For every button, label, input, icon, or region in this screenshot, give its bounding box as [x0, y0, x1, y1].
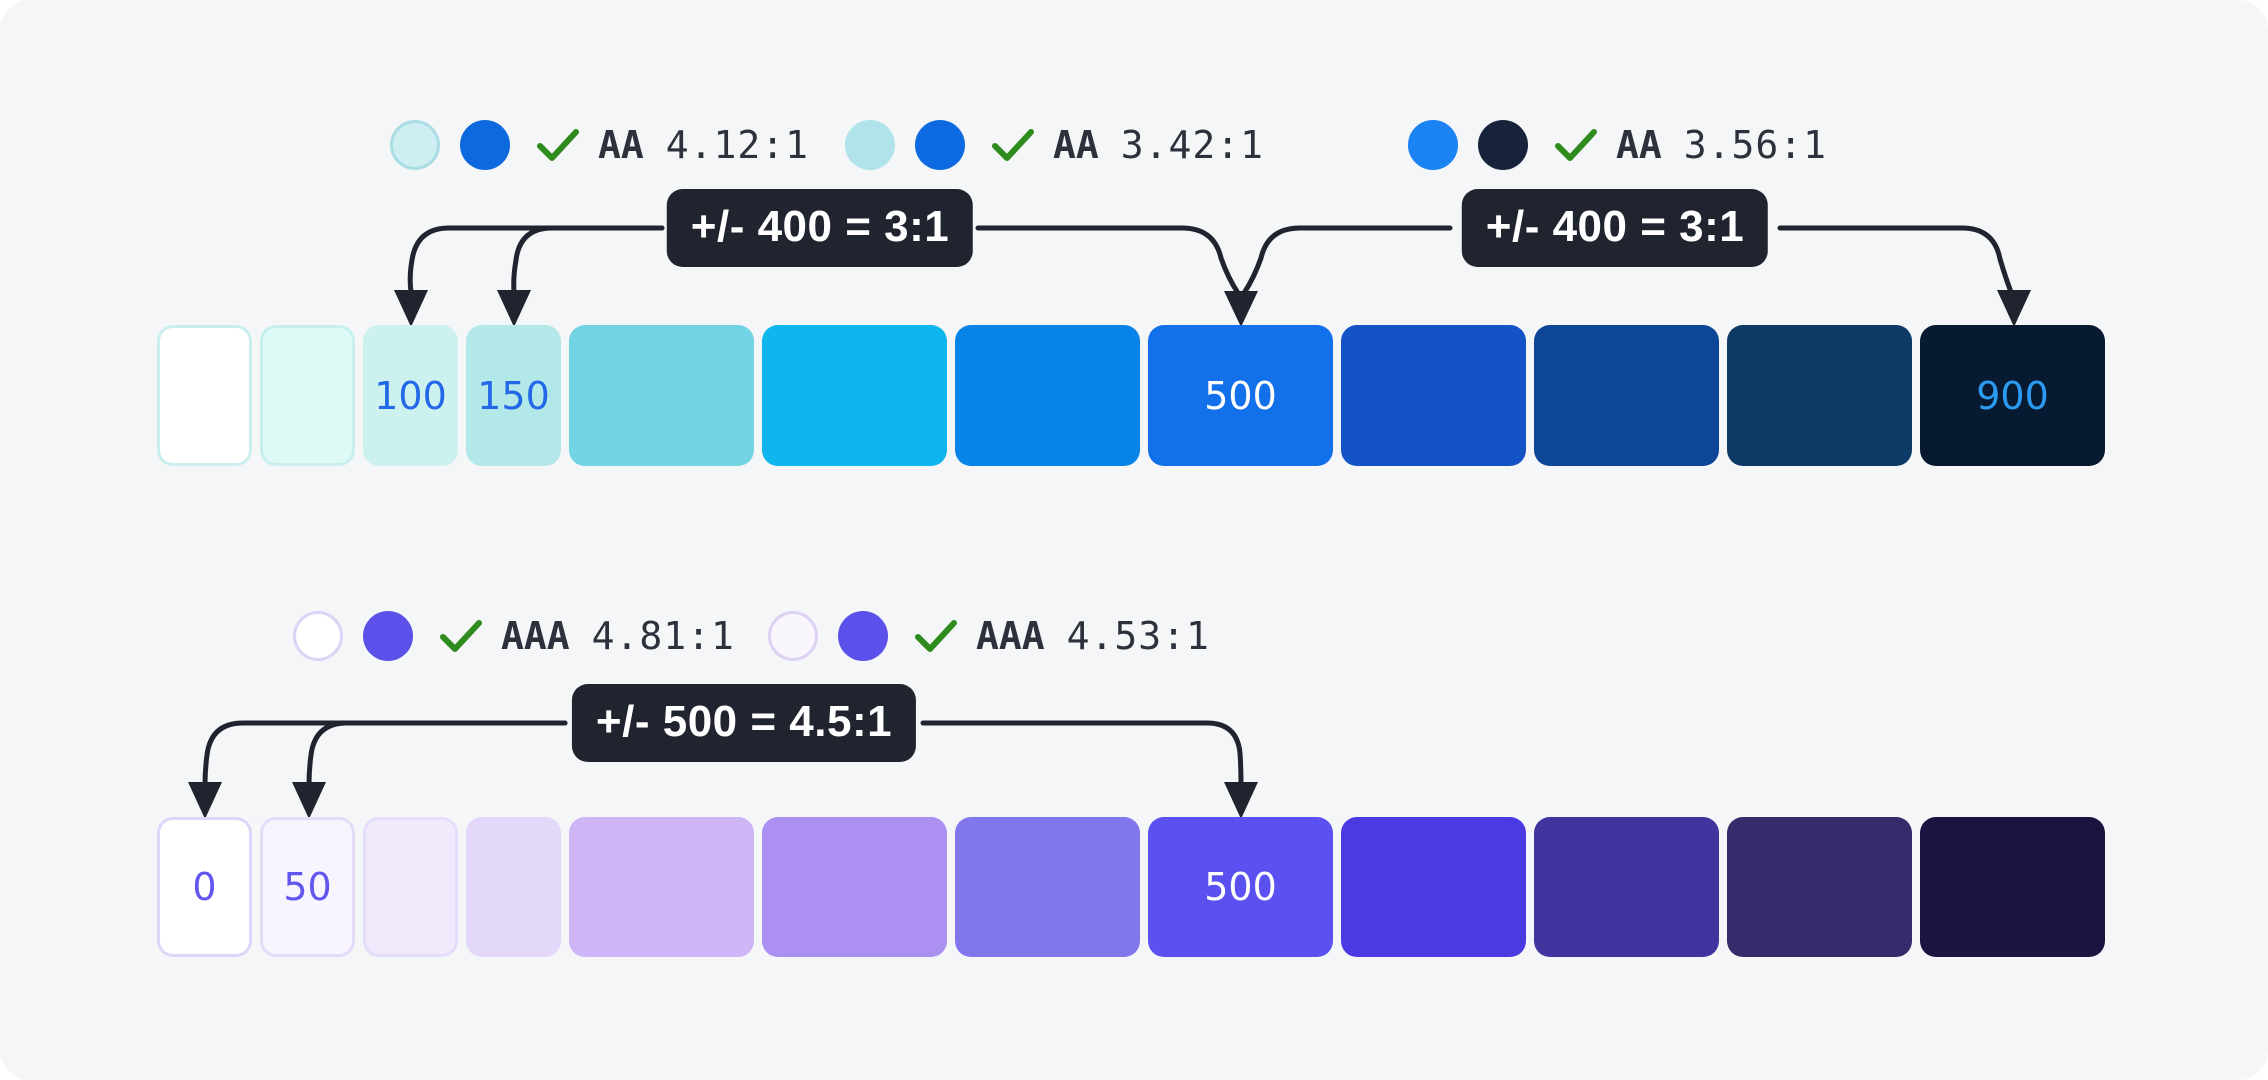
color-swatch [1534, 817, 1719, 957]
blue-color-scale-row: 100 150 500 900 [157, 325, 2105, 466]
color-swatch-500: 500 [1148, 817, 1333, 957]
color-swatch [569, 325, 754, 466]
contrast-ratio: 3.42:1 [1120, 123, 1265, 167]
swatch-label: 900 [1976, 373, 2049, 418]
color-dot-dark [1478, 120, 1528, 170]
color-swatch-150: 150 [466, 325, 561, 466]
color-swatch [1727, 325, 1912, 466]
contrast-ratio: 4.81:1 [591, 614, 735, 658]
color-swatch-900: 900 [1920, 325, 2105, 466]
color-swatch [1341, 817, 1526, 957]
color-dot-light [390, 120, 440, 170]
color-swatch [762, 817, 947, 957]
color-swatch-50: 50 [260, 817, 355, 957]
contrast-badge-blue-3: AA 3.56:1 [1408, 120, 1827, 170]
check-icon [915, 620, 957, 652]
contrast-badge-purple-2: AAA 4.53:1 [768, 611, 1210, 661]
swatch-label: 500 [1204, 865, 1277, 909]
color-dot-dark [838, 611, 888, 661]
contrast-badge-blue-1: AA 4.12:1 [390, 120, 809, 170]
color-swatch-500: 500 [1148, 325, 1333, 466]
color-swatch [363, 817, 458, 957]
color-swatch [260, 325, 355, 466]
swatch-label: 500 [1204, 373, 1277, 418]
rule-pill-purple: +/- 500 = 4.5:1 [571, 684, 917, 762]
color-swatch [1727, 817, 1912, 957]
color-dot-light [768, 611, 818, 661]
color-swatch [955, 325, 1140, 466]
color-swatch [955, 817, 1140, 957]
color-swatch [157, 325, 252, 466]
color-swatch-0: 0 [157, 817, 252, 957]
wcag-level: AA [1616, 123, 1662, 167]
color-dot-dark [363, 611, 413, 661]
color-dot-light [845, 120, 895, 170]
color-swatch [569, 817, 754, 957]
color-swatch-100: 100 [363, 325, 458, 466]
wcag-level: AA [598, 123, 644, 167]
color-swatch [1920, 817, 2105, 957]
contrast-ratio: 4.12:1 [665, 123, 810, 167]
swatch-label: 50 [283, 865, 332, 909]
check-icon [440, 620, 482, 652]
wcag-level: AAA [501, 614, 570, 658]
swatch-label: 100 [374, 373, 447, 418]
check-icon [1555, 129, 1597, 161]
color-swatch [1534, 325, 1719, 466]
rule-pill-blue-right: +/- 400 = 3:1 [1461, 189, 1769, 267]
swatch-label: 0 [192, 865, 217, 909]
wcag-level: AA [1053, 123, 1099, 167]
wcag-level: AAA [976, 614, 1045, 658]
color-dot-light [293, 611, 343, 661]
purple-color-scale-row: 0 50 500 [157, 817, 2105, 957]
check-icon [992, 129, 1034, 161]
contrast-ratio: 4.53:1 [1066, 614, 1210, 658]
color-swatch [466, 817, 561, 957]
check-icon [537, 129, 579, 161]
color-dot-dark [915, 120, 965, 170]
color-dot-dark [460, 120, 510, 170]
color-dot-light [1408, 120, 1458, 170]
color-swatch [1341, 325, 1526, 466]
swatch-label: 150 [477, 373, 550, 418]
contrast-badge-purple-1: AAA 4.81:1 [293, 611, 735, 661]
contrast-badge-blue-2: AA 3.42:1 [845, 120, 1264, 170]
color-swatch [762, 325, 947, 466]
contrast-ratio: 3.56:1 [1683, 123, 1828, 167]
rule-pill-blue-left: +/- 400 = 3:1 [666, 189, 974, 267]
